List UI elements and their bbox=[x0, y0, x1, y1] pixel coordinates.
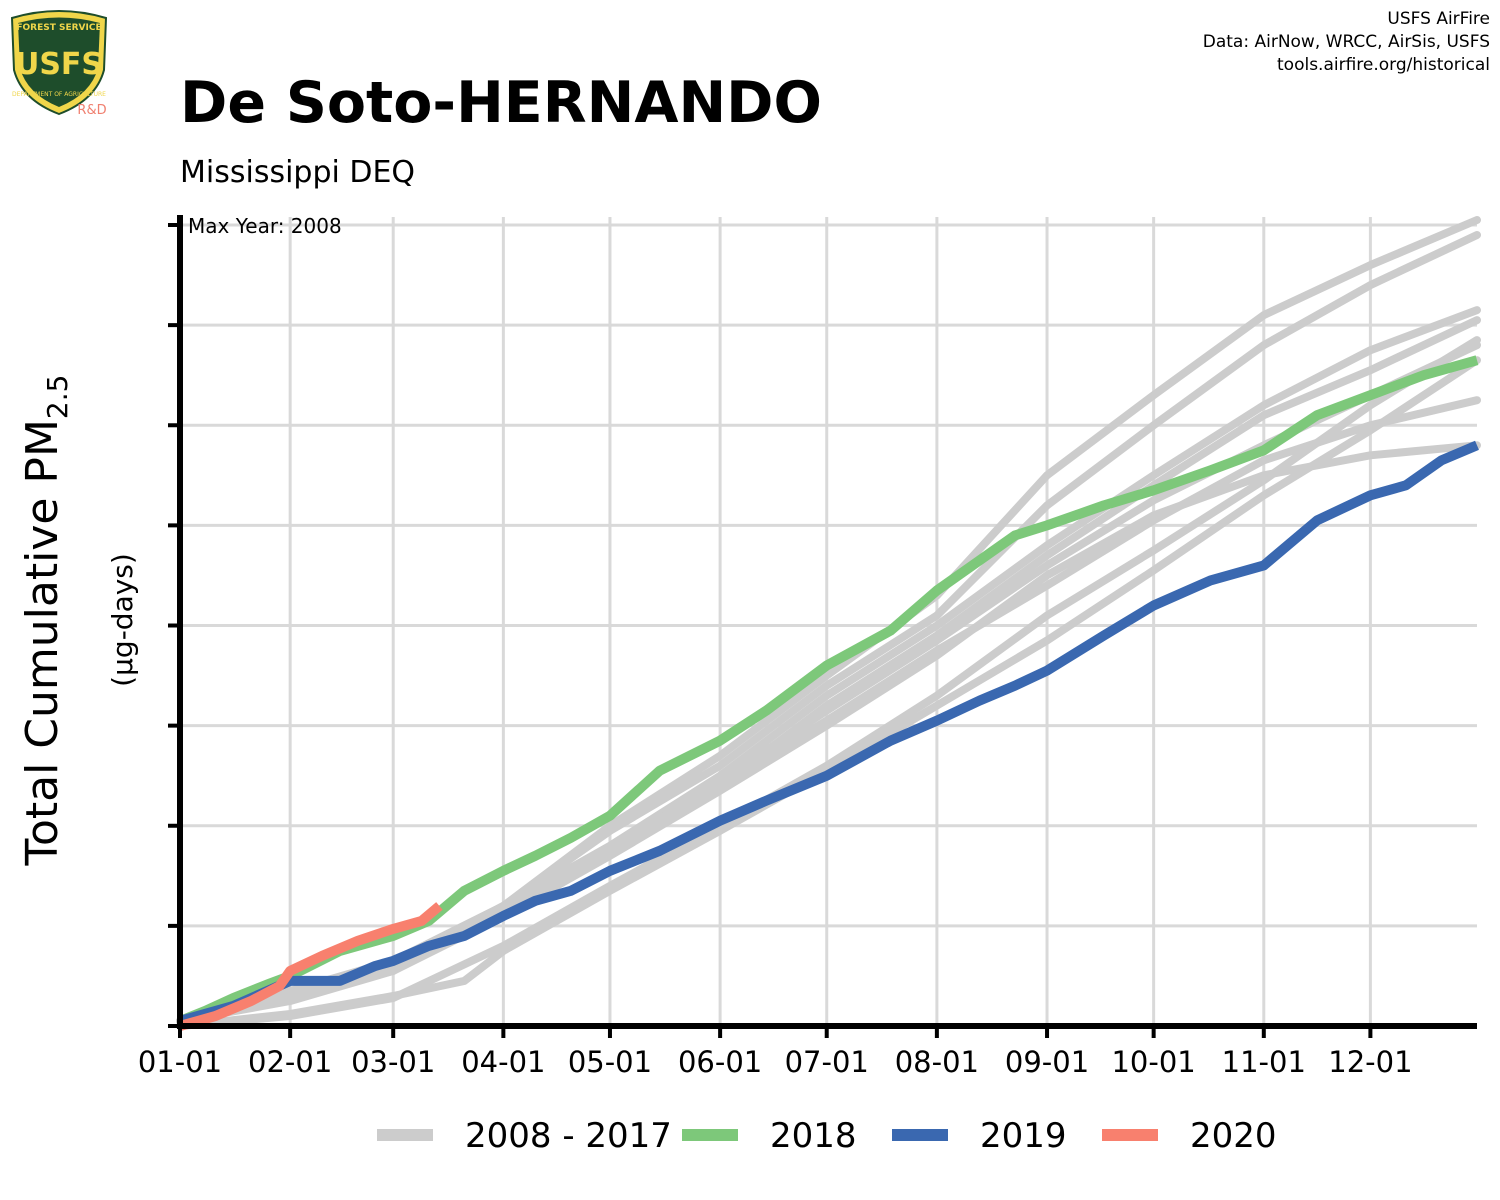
x-tick-labels: 01-01 02-01 03-01 04-01 05-01 06-01 07-01 08-01… bbox=[138, 1045, 1413, 1079]
y-axis-label-main: Total Cumulative PM bbox=[17, 419, 68, 866]
x-tick-label: 10-01 bbox=[1111, 1045, 1195, 1079]
y-axis-units-label: (µg-days) bbox=[106, 553, 139, 687]
legend-label: 2008 - 2017 bbox=[465, 1116, 672, 1156]
logo-bottom-text: DEPARTMENT OF AGRICULTURE bbox=[12, 91, 106, 98]
chart-subtitle: Mississippi DEQ bbox=[180, 155, 416, 190]
x-tick-label: 02-01 bbox=[248, 1045, 332, 1079]
x-tick-label: 05-01 bbox=[568, 1045, 652, 1079]
x-tick-label: 06-01 bbox=[678, 1045, 762, 1079]
y-axis-units: (µg-days) bbox=[106, 553, 139, 687]
max-year-annotation: Max Year: 2008 bbox=[188, 214, 342, 238]
legend: 2008 - 2017 2018 2019 2020 bbox=[377, 1116, 1277, 1156]
y-axis-label: Total Cumulative PM2.5 bbox=[17, 375, 74, 867]
legend-label: 2018 bbox=[770, 1116, 857, 1156]
x-tick-label: 08-01 bbox=[895, 1045, 979, 1079]
series-line-historical bbox=[176, 216, 1481, 1025]
x-tick-label: 03-01 bbox=[351, 1045, 435, 1079]
x-tick-label: 07-01 bbox=[785, 1045, 869, 1079]
credit-line: Data: AirNow, WRCC, AirSis, USFS bbox=[1202, 32, 1490, 52]
series-line-2019 bbox=[178, 440, 1479, 1026]
legend-label: 2019 bbox=[980, 1116, 1067, 1156]
y-axis-label-subscript: 2.5 bbox=[41, 375, 74, 420]
historical-lines bbox=[176, 216, 1481, 1030]
series-line-historical bbox=[176, 231, 1481, 1025]
x-tick-label: 09-01 bbox=[1005, 1045, 1089, 1079]
credit-line: tools.airfire.org/historical bbox=[1277, 55, 1490, 75]
x-tick-label: 11-01 bbox=[1222, 1045, 1306, 1079]
credits-block: USFS AirFire Data: AirNow, WRCC, AirSis,… bbox=[1203, 8, 1490, 77]
usfs-shield-logo: FOREST SERVICE USFS DEPARTMENT OF AGRICU… bbox=[10, 10, 108, 116]
x-tick-label: 01-01 bbox=[138, 1045, 222, 1079]
logo-top-text: FOREST SERVICE bbox=[16, 23, 101, 33]
highlight-lines bbox=[178, 355, 1479, 1031]
x-tick-label: 12-01 bbox=[1328, 1045, 1412, 1079]
chart-title: De Soto-HERNANDO bbox=[180, 70, 822, 136]
series-line-2020 bbox=[178, 902, 443, 1031]
axes bbox=[168, 215, 1477, 1038]
credit-line: USFS AirFire bbox=[1387, 9, 1490, 29]
series-line-historical bbox=[176, 336, 1481, 1030]
logo-main-text: USFS bbox=[15, 47, 103, 82]
logo-badge: R&D bbox=[77, 103, 106, 116]
x-tick-label: 04-01 bbox=[461, 1045, 545, 1079]
y-axis-title: Total Cumulative PM2.5 bbox=[17, 375, 74, 867]
legend-label: 2020 bbox=[1190, 1116, 1277, 1156]
